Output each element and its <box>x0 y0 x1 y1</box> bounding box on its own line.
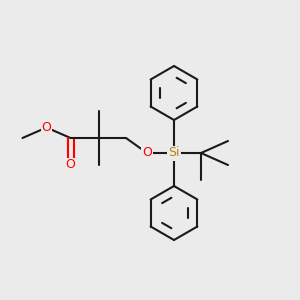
Text: Si: Si <box>168 146 180 160</box>
Text: O: O <box>142 146 152 160</box>
Text: O: O <box>42 121 51 134</box>
Text: O: O <box>66 158 75 172</box>
